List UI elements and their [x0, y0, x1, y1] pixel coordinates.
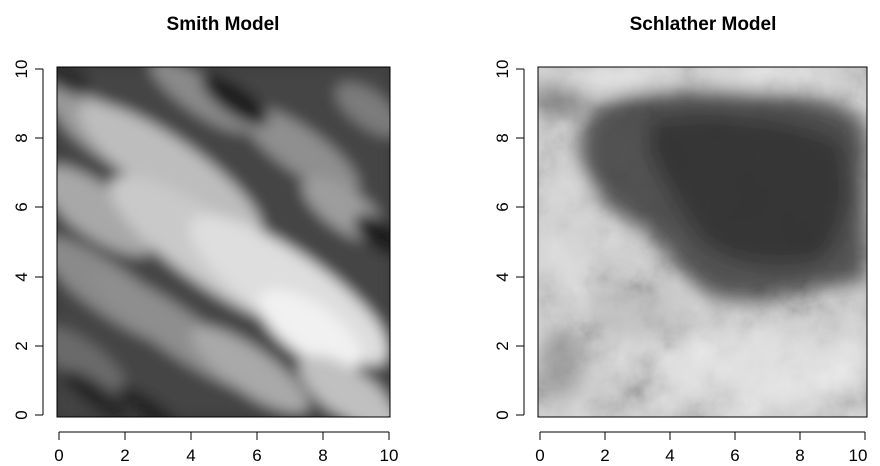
schlather-heatmap	[538, 67, 867, 417]
schlather-x-tick-label: 4	[665, 446, 674, 465]
smith-x-tick-label: 2	[120, 446, 129, 465]
smith-plot-frame	[56, 66, 391, 418]
schlather-y-tick-label: 2	[493, 341, 512, 350]
smith-x-tick-label: 4	[186, 446, 195, 465]
smith-y-tick-label: 0	[12, 410, 31, 419]
schlather-x-tick-label: 2	[600, 446, 609, 465]
schlather-x-tick-label: 8	[795, 446, 804, 465]
schlather-y-tick-label: 10	[493, 60, 512, 79]
smith-x-tick-label: 8	[318, 446, 327, 465]
smith-y-tick-label: 10	[12, 60, 31, 79]
schlather-panel: Schlather Model	[493, 14, 868, 465]
schlather-y-tick-label: 0	[493, 410, 512, 419]
schlather-x-tick-label: 0	[535, 446, 544, 465]
schlather-plot-frame	[537, 66, 868, 418]
smith-y-tick-label: 2	[12, 341, 31, 350]
smith-y-tick-label: 4	[12, 272, 31, 281]
smith-x-axis: 0 2 4 6 8 10	[54, 431, 399, 465]
schlather-x-axis: 0 2 4 6 8 10	[535, 431, 868, 465]
schlather-y-tick-label: 8	[493, 133, 512, 142]
smith-x-tick-label: 6	[252, 446, 261, 465]
smith-panel: Smith Model	[12, 14, 399, 465]
smith-y-tick-label: 8	[12, 133, 31, 142]
smith-heatmap	[57, 67, 390, 417]
schlather-x-tick-label: 6	[730, 446, 739, 465]
schlather-x-tick-label: 10	[849, 446, 868, 465]
smith-x-tick-label: 10	[380, 446, 399, 465]
smith-title: Smith Model	[167, 14, 280, 35]
schlather-y-axis: 0 2 4 6 8 10	[493, 60, 525, 420]
schlather-y-tick-label: 6	[493, 202, 512, 211]
smith-y-axis: 0 2 4 6 8 10	[12, 60, 44, 420]
smith-x-tick-label: 0	[54, 446, 63, 465]
schlather-title: Schlather Model	[630, 14, 777, 35]
schlather-y-tick-label: 4	[493, 272, 512, 281]
smith-y-tick-label: 6	[12, 202, 31, 211]
